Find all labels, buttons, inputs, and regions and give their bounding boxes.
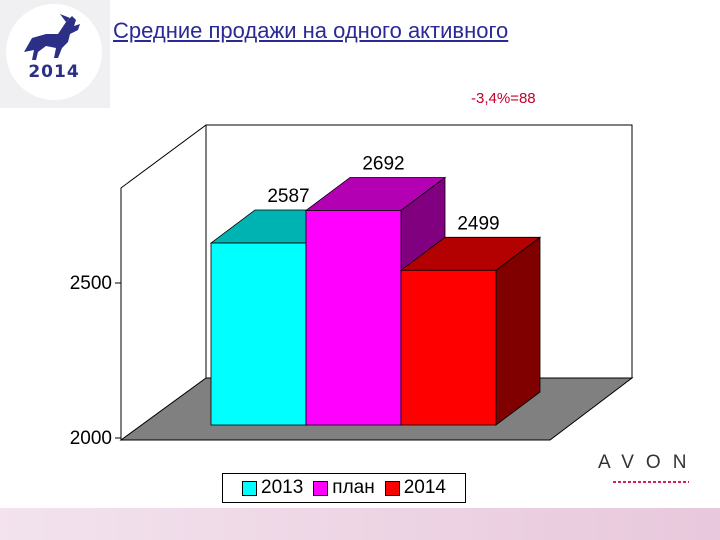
legend-item-plan: план	[313, 477, 375, 499]
chart-legend: 2013 план 2014	[222, 473, 466, 503]
page-title: Средние продажи на одного активного	[113, 18, 509, 43]
avon-logo: AVON	[598, 452, 699, 473]
legend-label: план	[332, 477, 375, 498]
legend-label: 2014	[403, 477, 446, 498]
logo-badge: 2014	[6, 4, 102, 100]
logo-year: 2014	[28, 62, 80, 82]
bar-front	[305, 210, 402, 426]
legend-swatch	[313, 480, 329, 496]
horse-icon	[24, 14, 80, 60]
logo-panel: 2014	[0, 0, 110, 108]
y-ticks: 2000 2500	[70, 273, 121, 449]
bar-value-label: 2692	[362, 153, 404, 174]
change-note: -3,4%=88	[471, 90, 536, 107]
bar-value-label: 2587	[267, 186, 309, 207]
bar-value-label: 2499	[457, 213, 499, 234]
bar-front	[210, 242, 307, 426]
bottom-band	[0, 508, 720, 540]
legend-swatch	[242, 480, 257, 496]
bar-front	[400, 269, 497, 426]
y-tick-label: 2500	[70, 273, 112, 294]
legend-item-2013: 2013	[242, 477, 303, 499]
bars: 2587 2692 2499	[209, 153, 542, 426]
legend-swatch	[384, 480, 400, 496]
legend-label: 2013	[261, 477, 304, 498]
y-tick-label: 2000	[70, 428, 112, 449]
legend-item-2014: 2014	[384, 477, 446, 499]
bar-2014: 2499	[399, 213, 542, 426]
avon-tagline	[613, 481, 689, 483]
